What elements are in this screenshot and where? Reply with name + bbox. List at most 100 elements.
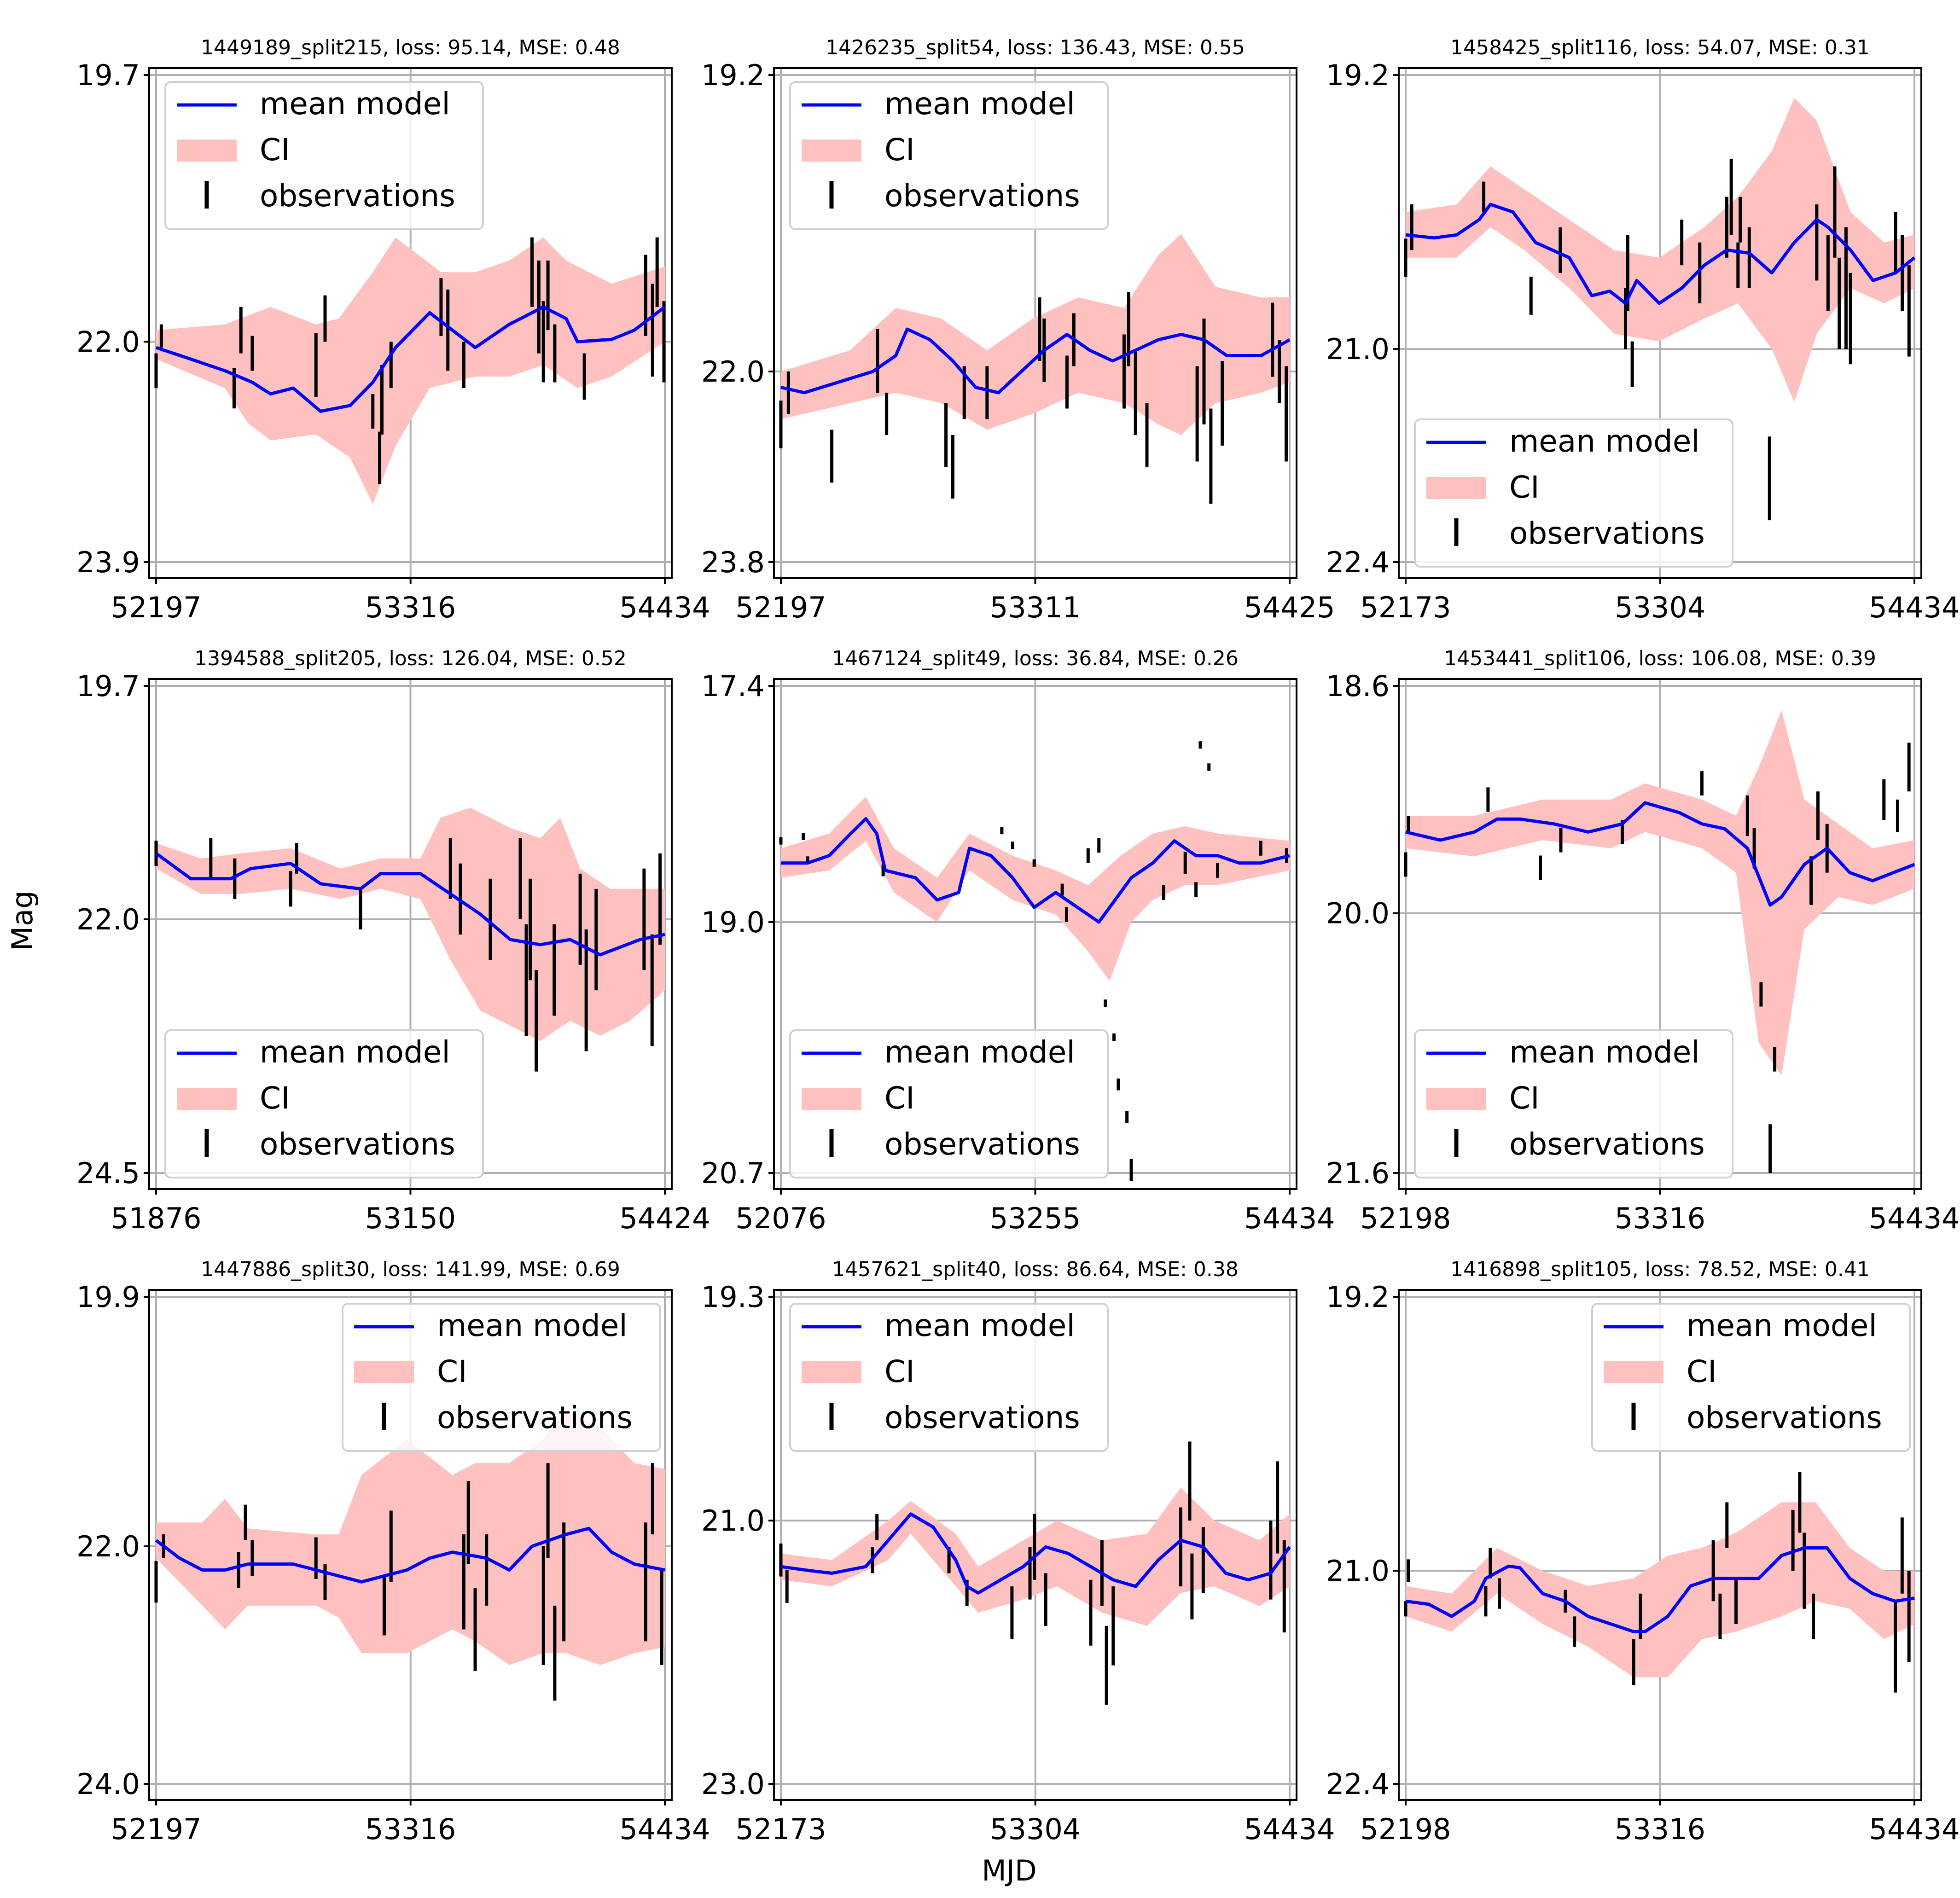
mean-model-line [1405, 801, 1915, 907]
legend-ci-swatch [1426, 477, 1486, 499]
legend-box [789, 1029, 1109, 1178]
y-tick-label: 22.0 [76, 903, 140, 936]
legend: mean model CI observations [789, 1303, 1109, 1452]
panel-title: 1426235_split54, loss: 136.43, MSE: 0.55 [826, 36, 1245, 59]
panel-title: 1447886_split30, loss: 141.99, MSE: 0.69 [201, 1258, 620, 1281]
legend-label: observations [1509, 1126, 1705, 1162]
y-tick-label: 21.0 [1326, 332, 1390, 366]
ci-band [1406, 1502, 1914, 1677]
x-tick-label: 52197 [735, 591, 826, 624]
ci-band [1406, 98, 1914, 402]
legend-ci-swatch [802, 1088, 861, 1110]
legend-label: observations [884, 1126, 1080, 1162]
chart-panel-9: 1416898_split105, loss: 78.52, MSE: 0.41… [1326, 1258, 1960, 1846]
ci-band [781, 796, 1290, 981]
x-tick-label: 53316 [1615, 1201, 1705, 1235]
ci-band [156, 1410, 665, 1665]
y-tick-label: 19.3 [701, 1280, 765, 1314]
x-tick-label: 52173 [735, 1812, 826, 1846]
y-tick-label: 19.7 [76, 669, 140, 703]
y-tick-label: 19.7 [76, 58, 140, 92]
panel-title: 1457621_split40, loss: 86.64, MSE: 0.38 [832, 1258, 1239, 1281]
legend-box [1591, 1303, 1911, 1452]
panel-title: 1449189_split215, loss: 95.14, MSE: 0.48 [201, 36, 620, 59]
legend-box [1414, 1029, 1733, 1178]
x-tick-label: 54424 [619, 1201, 710, 1235]
x-tick-label: 54434 [1869, 1812, 1960, 1846]
legend: mean model CI observations [1591, 1303, 1911, 1452]
y-tick-label: 21.0 [1326, 1554, 1390, 1588]
legend-box [1414, 418, 1733, 568]
x-tick-label: 53304 [990, 1812, 1081, 1846]
mean-model-line [780, 1512, 1291, 1595]
x-tick-label: 54434 [1244, 1812, 1335, 1846]
x-tick-label: 54434 [1244, 1201, 1335, 1235]
legend-ci-swatch [354, 1361, 414, 1383]
legend-ci-swatch [802, 139, 861, 162]
y-tick-label: 19.2 [1326, 58, 1390, 92]
y-tick-label: 23.0 [701, 1767, 765, 1801]
y-tick-label: 19.9 [76, 1280, 140, 1314]
y-tick-label: 22.0 [76, 1530, 140, 1563]
legend-label: mean model [437, 1308, 628, 1343]
chart-panel-8: 1457621_split40, loss: 86.64, MSE: 0.38 1… [701, 1258, 1335, 1846]
legend-label: mean model [1687, 1308, 1877, 1343]
legend-label: observations [884, 1400, 1080, 1435]
y-tick-label: 22.4 [1326, 546, 1390, 579]
legend-label: observations [437, 1400, 633, 1435]
legend-box [342, 1303, 661, 1452]
legend-label: CI [1509, 1080, 1540, 1116]
legend-ci-swatch [802, 1361, 861, 1383]
legend: mean model CI observations [342, 1303, 661, 1452]
legend-ci-swatch [177, 139, 237, 162]
legend-label: CI [260, 1080, 290, 1116]
ci-band [1406, 710, 1914, 1076]
panels-group: 1449189_split215, loss: 95.14, MSE: 0.48… [76, 36, 1960, 1846]
y-tick-label: 21.6 [1326, 1156, 1390, 1190]
legend-label: mean model [1509, 424, 1700, 459]
mean-model-line [1405, 203, 1916, 305]
legend-label: CI [884, 132, 915, 168]
legend: mean model CI observations [1414, 418, 1733, 568]
legend: mean model CI observations [164, 1029, 484, 1178]
panel-title: 1458425_split116, loss: 54.07, MSE: 0.31 [1450, 36, 1870, 59]
y-tick-label: 18.6 [1326, 669, 1390, 703]
x-tick-label: 53255 [990, 1201, 1081, 1235]
legend-label: observations [260, 1126, 455, 1162]
chart-panel-1: 1449189_split215, loss: 95.14, MSE: 0.48… [76, 36, 710, 624]
y-tick-label: 22.4 [1326, 1767, 1390, 1801]
legend: mean model CI observations [1414, 1029, 1733, 1178]
x-tick-label: 52198 [1360, 1812, 1451, 1846]
legend-label: mean model [884, 1308, 1075, 1343]
legend-label: CI [1509, 470, 1540, 505]
x-tick-label: 54425 [1244, 591, 1335, 624]
mean-model-line [155, 852, 665, 957]
y-tick-label: 24.0 [76, 1767, 140, 1801]
legend: mean model CI observations [789, 81, 1109, 230]
legend-label: mean model [260, 1034, 450, 1070]
x-tick-label: 52197 [111, 1812, 201, 1846]
legend-label: observations [260, 178, 455, 214]
x-tick-label: 54434 [1869, 591, 1960, 624]
legend-label: mean model [260, 86, 450, 122]
panel-title: 1467124_split49, loss: 36.84, MSE: 0.26 [832, 647, 1239, 670]
mean-model-line [780, 327, 1291, 395]
y-tick-label: 19.2 [701, 58, 765, 92]
x-tick-label: 53150 [365, 1201, 456, 1235]
legend-label: observations [1509, 516, 1705, 551]
legend-label: observations [884, 178, 1080, 214]
y-tick-label: 23.8 [701, 546, 765, 579]
x-tick-label: 53316 [1615, 1812, 1705, 1846]
legend-label: CI [260, 132, 290, 168]
y-tick-label: 23.9 [76, 546, 140, 579]
legend-label: observations [1687, 1400, 1882, 1435]
x-tick-label: 54434 [619, 1812, 710, 1846]
x-tick-label: 53316 [365, 591, 456, 624]
legend-label: CI [437, 1354, 467, 1389]
ci-band [781, 234, 1290, 435]
figure-xlabel: MJD [982, 1854, 1037, 1887]
y-tick-label: 17.4 [701, 669, 765, 703]
y-tick-label: 22.0 [76, 325, 140, 359]
y-tick-label: 20.7 [701, 1156, 765, 1190]
